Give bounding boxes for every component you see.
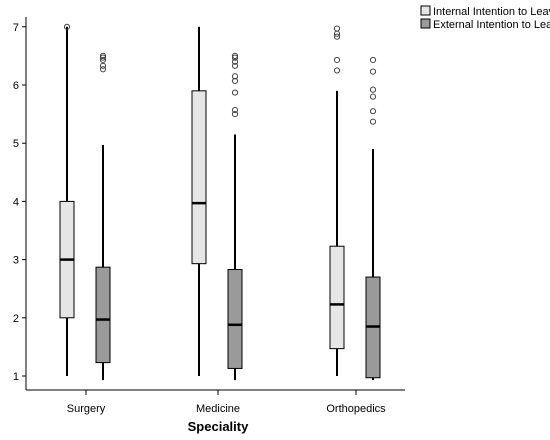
outlier-point bbox=[63, 23, 71, 30]
outlier-point bbox=[333, 33, 341, 40]
outlier-point bbox=[231, 89, 239, 96]
y-tick-label: 5 bbox=[13, 138, 19, 150]
box-iqr bbox=[191, 90, 207, 265]
box-surgery-internal bbox=[59, 23, 75, 376]
outlier-point bbox=[231, 73, 239, 80]
box-iqr bbox=[227, 268, 243, 369]
outlier-point bbox=[99, 66, 107, 73]
x-axis: Surgery Medicine Orthopedics bbox=[26, 389, 405, 415]
y-tick-label: 4 bbox=[13, 196, 19, 208]
outlier-point bbox=[231, 111, 239, 118]
outlier-point bbox=[369, 86, 377, 93]
y-tick-label: 1 bbox=[13, 371, 19, 383]
outlier-point bbox=[231, 62, 239, 69]
outlier-point bbox=[369, 108, 377, 115]
box-medicine-internal bbox=[191, 26, 207, 376]
outlier-point bbox=[231, 52, 239, 60]
y-axis: 1 2 3 4 5 6 7 bbox=[13, 17, 27, 390]
y-tick-label: 3 bbox=[13, 255, 19, 267]
outlier-point bbox=[369, 68, 377, 75]
outlier-point bbox=[99, 62, 107, 69]
box-medicine-external bbox=[227, 52, 243, 381]
outlier-point bbox=[369, 56, 377, 64]
x-axis-title: Speciality bbox=[188, 419, 249, 434]
y-tick-label: 6 bbox=[13, 80, 19, 92]
outlier-point bbox=[231, 77, 239, 85]
outlier-point bbox=[369, 93, 377, 100]
box-series-group bbox=[59, 23, 381, 381]
y-tick-label: 7 bbox=[13, 22, 19, 34]
legend-label-internal: Internal Intention to Leave bbox=[433, 6, 550, 18]
box-iqr bbox=[95, 266, 111, 364]
outlier-point bbox=[369, 118, 377, 125]
outlier-point bbox=[231, 58, 239, 65]
x-tick-label: Medicine bbox=[196, 403, 240, 415]
box-orthopedics-internal bbox=[329, 25, 345, 376]
outlier-point bbox=[99, 54, 107, 61]
outlier-point bbox=[99, 56, 107, 64]
outlier-point bbox=[99, 52, 107, 60]
legend-label-external: External Intention to Leave bbox=[433, 19, 550, 31]
x-tick-label: Orthopedics bbox=[326, 403, 386, 415]
y-tick-label: 2 bbox=[13, 313, 19, 325]
box-iqr bbox=[329, 245, 345, 350]
box-orthopedics-external bbox=[365, 56, 381, 381]
outlier-point bbox=[333, 67, 341, 74]
outlier-point bbox=[231, 106, 239, 114]
legend-swatch-internal bbox=[420, 5, 431, 16]
legend-swatch-external bbox=[420, 18, 431, 29]
outlier-point bbox=[333, 56, 341, 64]
outlier-point bbox=[333, 25, 341, 32]
x-tick-label: Surgery bbox=[67, 403, 106, 415]
box-surgery-external bbox=[95, 52, 111, 381]
outlier-point bbox=[231, 54, 239, 61]
